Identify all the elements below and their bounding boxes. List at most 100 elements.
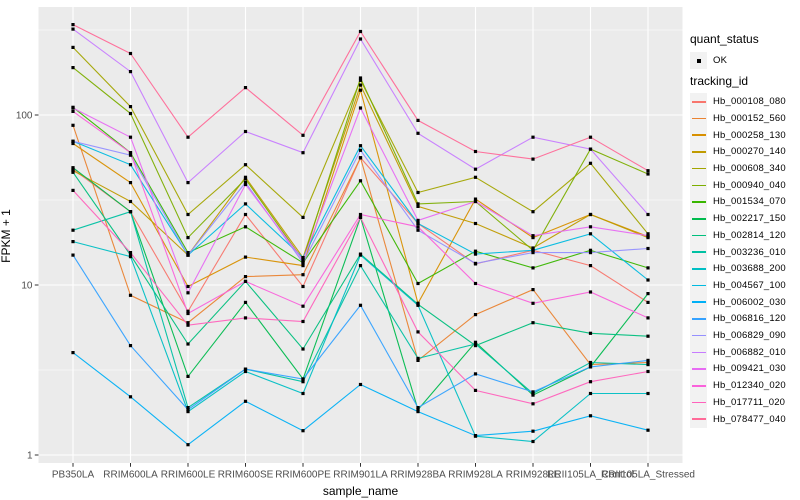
legend-label: Hb_006816_120	[713, 313, 786, 325]
data-point	[301, 256, 305, 260]
data-point	[531, 402, 535, 406]
data-point	[588, 414, 593, 418]
data-point	[588, 391, 593, 396]
data-point	[128, 51, 133, 56]
data-point	[186, 212, 190, 217]
data-point	[301, 377, 305, 381]
data-point	[243, 225, 248, 229]
data-point	[186, 410, 190, 414]
legend-item-Hb_000608_340: Hb_000608_340	[690, 160, 786, 178]
data-point	[531, 266, 535, 270]
legend-item-Hb_017711_020: Hb_017711_020	[690, 393, 785, 411]
legend-line-icon	[691, 101, 706, 103]
data-point	[473, 197, 478, 201]
data-point	[358, 156, 363, 160]
legend-key-swatch	[690, 160, 707, 178]
legend-key-swatch	[690, 393, 707, 411]
legend-key-swatch	[690, 343, 707, 361]
legend-label-ok: OK	[713, 55, 728, 67]
data-point	[588, 251, 593, 255]
data-point	[588, 380, 593, 384]
legend-key-swatch	[690, 377, 707, 395]
data-point	[128, 344, 133, 348]
data-point	[358, 215, 363, 219]
data-point	[128, 70, 133, 74]
data-point	[646, 278, 650, 282]
data-point	[416, 218, 420, 222]
x-tick-label: RRIM600PE	[275, 470, 331, 481]
data-point	[473, 261, 478, 265]
legend-item-Hb_001534_070: Hb_001534_070	[690, 193, 786, 211]
legend-key-swatch	[690, 109, 707, 127]
data-point	[186, 321, 190, 325]
legend-line-icon	[691, 251, 706, 253]
legend-label: Hb_012340_020	[713, 380, 786, 392]
data-point	[416, 358, 420, 362]
data-point	[243, 177, 248, 181]
legend-item-Hb_004567_100: Hb_004567_100	[690, 276, 786, 294]
legend-key-swatch	[690, 226, 707, 244]
legend-label: Hb_006002_030	[713, 296, 786, 308]
legend-label: Hb_000608_340	[713, 163, 786, 175]
legend-label: Hb_003236_010	[713, 246, 786, 258]
data-point	[186, 408, 190, 412]
data-point	[71, 123, 75, 127]
legend-title-tracking-id: tracking_id	[690, 74, 749, 88]
legend-item-Hb_000270_140: Hb_000270_140	[690, 143, 786, 161]
data-point	[128, 105, 133, 109]
data-point	[186, 236, 190, 240]
data-point	[71, 240, 75, 244]
data-point	[243, 279, 248, 283]
data-point	[186, 251, 190, 255]
data-point	[358, 179, 363, 183]
data-point	[588, 264, 593, 268]
legend-key-swatch	[690, 143, 707, 161]
legend-line-icon	[691, 284, 706, 287]
data-point	[243, 316, 248, 320]
data-point	[473, 221, 478, 226]
legend-label: Hb_078477_040	[713, 413, 786, 425]
legend-line-icon	[691, 234, 706, 237]
legend-label: Hb_001534_070	[713, 196, 786, 208]
data-point	[301, 261, 305, 265]
x-tick-label: RRII105LA_Control	[547, 470, 634, 481]
legend-label: Hb_000108_080	[713, 96, 786, 108]
legend-item-Hb_000940_040: Hb_000940_040	[690, 176, 786, 194]
data-point	[358, 382, 363, 387]
data-point	[646, 334, 650, 338]
data-point	[531, 429, 535, 433]
data-point	[416, 190, 420, 195]
legend-key-swatch	[690, 276, 707, 294]
x-axis-title: sample_name	[322, 484, 399, 498]
data-point	[646, 236, 650, 240]
data-point	[301, 151, 305, 155]
data-point	[646, 172, 650, 176]
data-point	[243, 300, 248, 304]
data-point	[531, 321, 535, 325]
legend-line-icon	[691, 167, 706, 170]
legend-label: Hb_000152_560	[713, 112, 786, 124]
data-point	[186, 374, 190, 378]
legend-key-swatch	[690, 410, 707, 428]
legend-key-swatch	[690, 360, 707, 378]
data-point	[531, 248, 535, 252]
data-point	[301, 284, 305, 289]
data-point	[416, 221, 420, 226]
legend-item-Hb_002814_120: Hb_002814_120	[690, 226, 786, 244]
legend-label: Hb_002814_120	[713, 229, 786, 241]
data-point	[128, 210, 133, 214]
data-point	[71, 141, 75, 146]
legend-item-Hb_002217_150: Hb_002217_150	[690, 210, 786, 228]
legend-label: Hb_002217_150	[713, 213, 786, 225]
data-point	[301, 319, 305, 324]
legend: quant_status OK tracking_id Hb_000108_08…	[688, 0, 800, 500]
x-tick-label: RRII105LA_Stressed	[601, 470, 695, 481]
data-point	[531, 390, 535, 394]
x-tick-label: RRIM600SE	[218, 470, 274, 481]
data-point	[243, 367, 248, 371]
legend-item-Hb_006829_090: Hb_006829_090	[690, 327, 786, 345]
data-point	[416, 410, 420, 414]
data-point	[531, 135, 535, 139]
data-point	[71, 66, 75, 70]
data-point	[186, 291, 190, 295]
